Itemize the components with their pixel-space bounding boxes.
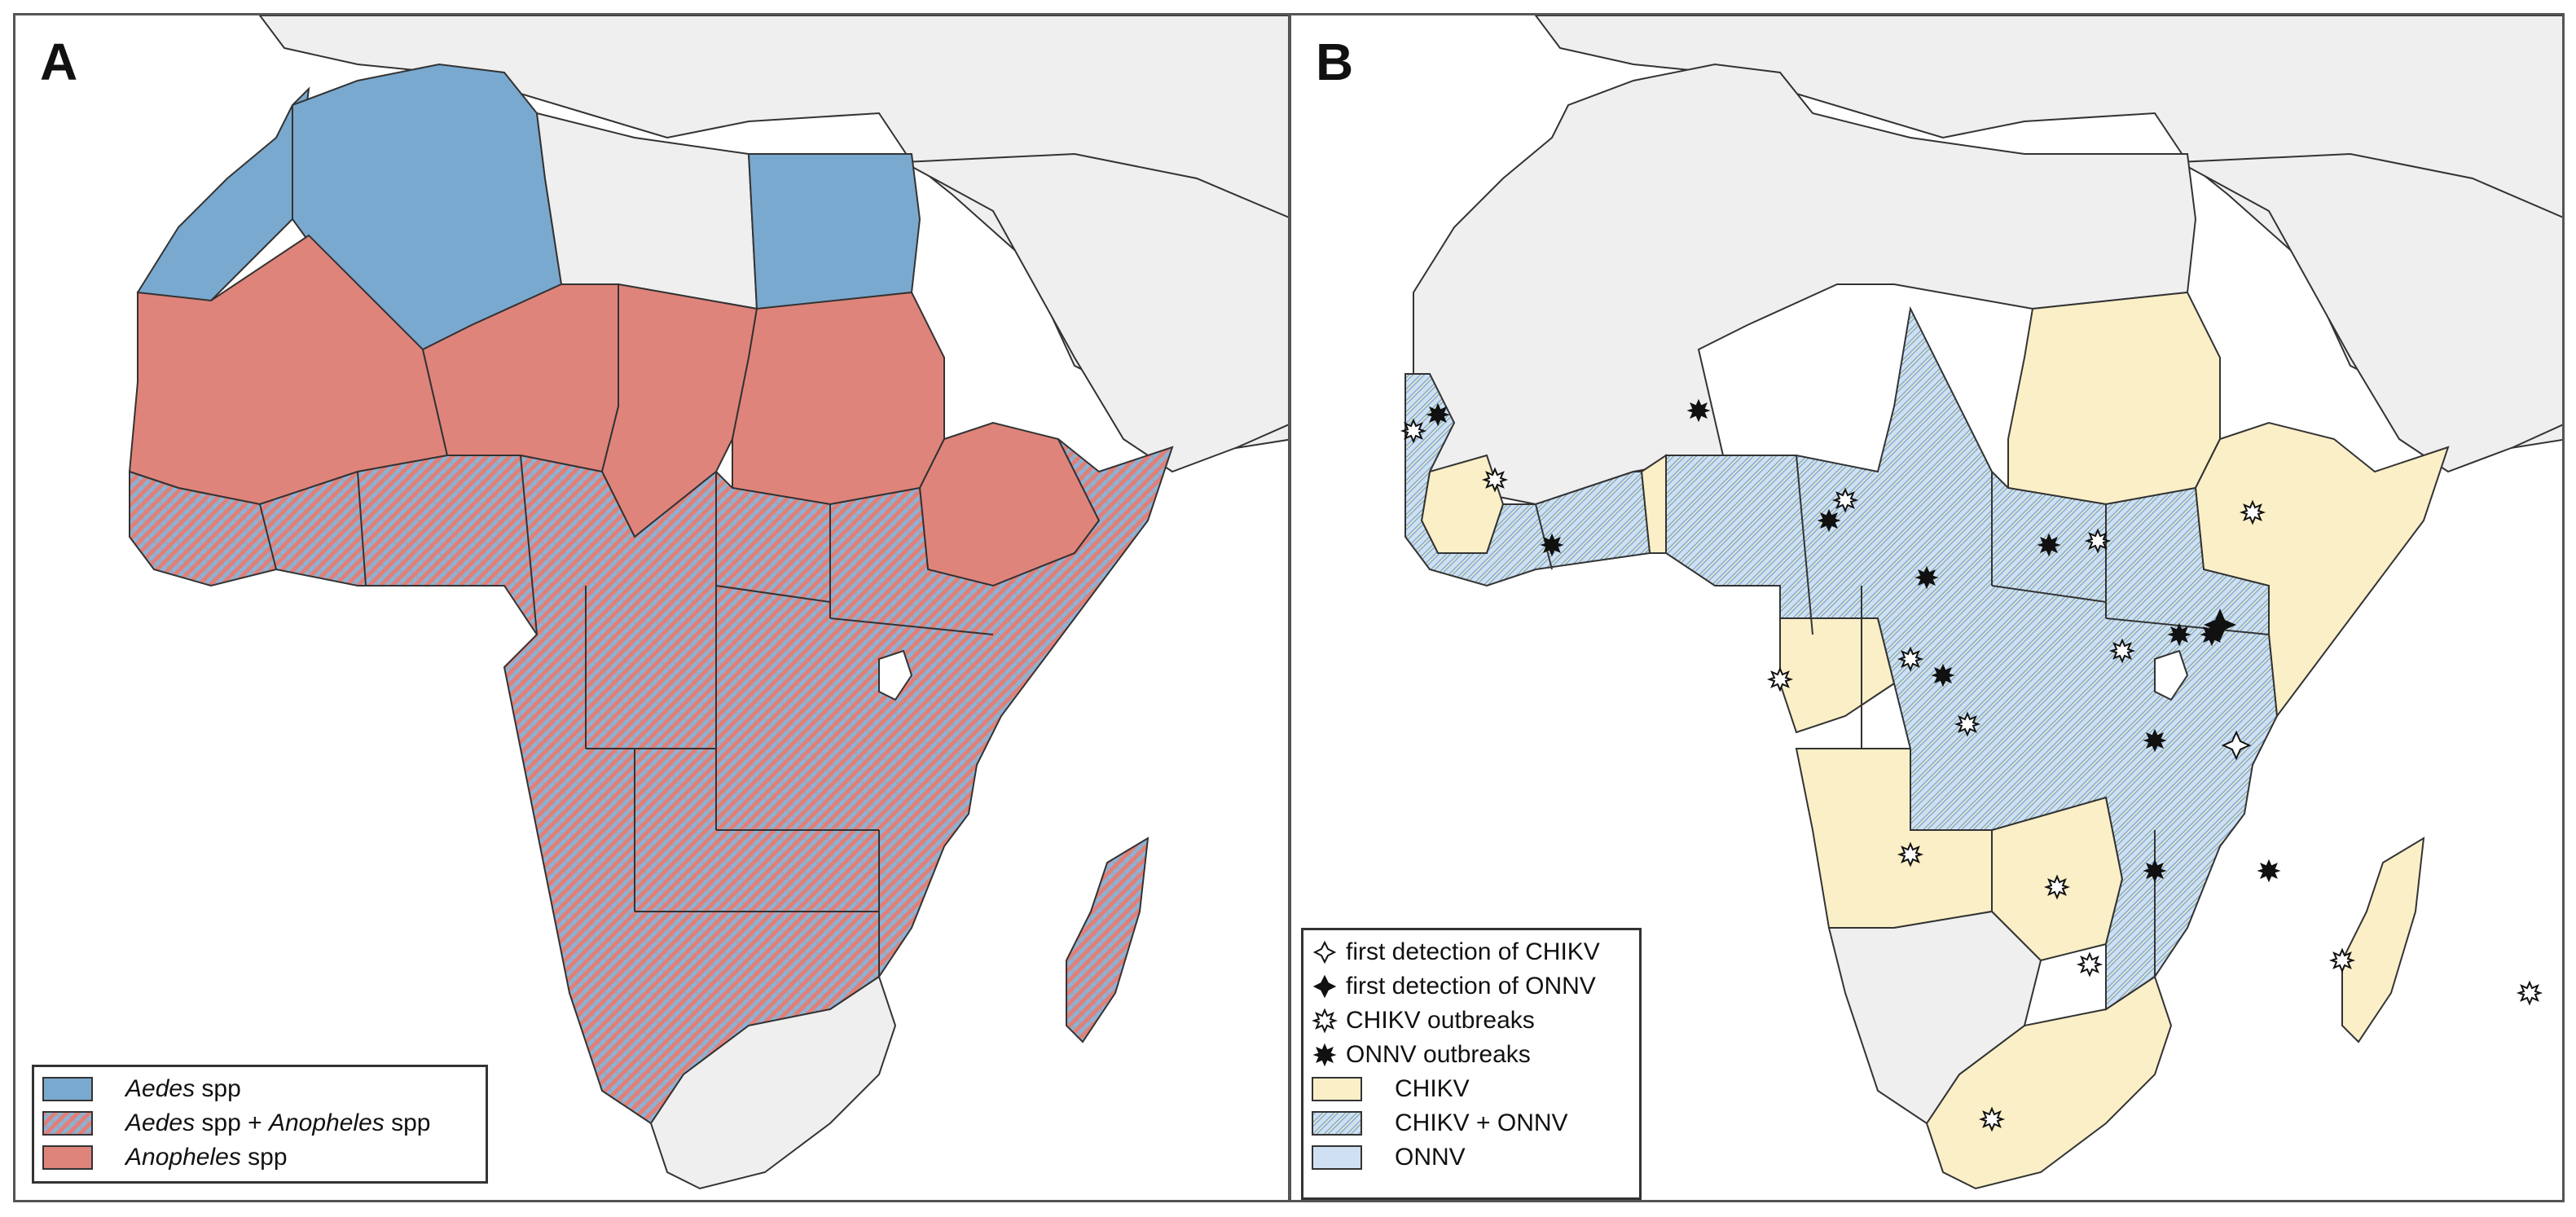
open-burst-icon bbox=[1312, 1008, 1338, 1034]
legend-b-text-first-onnv: first detection of ONNV bbox=[1346, 973, 1596, 1000]
legend-b-row-chikv: CHIKV bbox=[1312, 1072, 1631, 1106]
region-sudan bbox=[732, 291, 945, 506]
legend-b-row-onnv: ONNV bbox=[1312, 1140, 1631, 1175]
first-detection-chikv-marker bbox=[2221, 730, 2252, 761]
legend-b-row-first-onnv: first detection of ONNV bbox=[1312, 969, 1631, 1004]
region-chikv-onnv-central-b bbox=[1665, 305, 2279, 1011]
panel-b-label: B bbox=[1316, 33, 1354, 91]
legend-b-text-chikv: CHIKV bbox=[1395, 1075, 1470, 1102]
legend-a-row-both: Aedes spp + Anopheles spp bbox=[42, 1106, 477, 1140]
first-detection-onnv-marker bbox=[2204, 608, 2236, 641]
legend-b-row-first-chikv: first detection of CHIKV bbox=[1312, 935, 1631, 969]
legend-a-row-anopheles: Anopheles spp bbox=[42, 1140, 477, 1175]
panel-b: B first detection of CHIKV first detecti… bbox=[1289, 13, 2565, 1202]
region-madagascar bbox=[1066, 837, 1150, 1043]
legend-swatch-chikv bbox=[1312, 1077, 1362, 1101]
map-a bbox=[15, 15, 1288, 1200]
legend-a: Aedes spp Aedes spp + Anopheles spp Anop… bbox=[32, 1065, 488, 1184]
legend-b-row-chikv-onnv: CHIKV + ONNV bbox=[1312, 1106, 1631, 1140]
region-south-africa bbox=[649, 975, 897, 1190]
internal-borders bbox=[259, 455, 994, 977]
panel-a-label: A bbox=[40, 33, 78, 91]
legend-b-text-onnv-outbreaks: ONNV outbreaks bbox=[1346, 1041, 1531, 1068]
legend-swatch-anopheles bbox=[42, 1145, 93, 1170]
filled-four-point-star-icon bbox=[1312, 974, 1337, 999]
region-madagascar-b bbox=[2341, 837, 2425, 1043]
region-chikv-onnv-west-b bbox=[1404, 373, 1651, 587]
internal-borders-b bbox=[1535, 455, 2270, 977]
legend-b-row-chikv-outbreaks: CHIKV outbreaks bbox=[1312, 1004, 1631, 1038]
legend-swatch-chikv-onnv bbox=[1312, 1111, 1362, 1136]
legend-swatch-aedes bbox=[42, 1077, 93, 1101]
legend-b: first detection of CHIKV first detection… bbox=[1301, 928, 1642, 1200]
legend-b-row-onnv-outbreaks: ONNV outbreaks bbox=[1312, 1038, 1631, 1072]
legend-swatch-onnv bbox=[1312, 1145, 1362, 1170]
lake-victoria bbox=[878, 649, 913, 701]
arabia-background-b bbox=[2176, 152, 2562, 473]
filled-burst-icon bbox=[1312, 1043, 1337, 1067]
arabia-background bbox=[900, 152, 1288, 473]
legend-a-row-aedes: Aedes spp bbox=[42, 1072, 477, 1106]
region-namibia-botswana-b bbox=[1827, 910, 2042, 1125]
legend-a-text-aedes: Aedes spp bbox=[125, 1075, 241, 1102]
legend-a-text-both: Aedes spp + Anopheles spp bbox=[125, 1109, 431, 1136]
legend-swatch-both bbox=[42, 1111, 93, 1136]
region-egypt bbox=[747, 153, 921, 310]
legend-b-text-first-chikv: first detection of CHIKV bbox=[1346, 938, 1600, 965]
legend-b-text-onnv: ONNV bbox=[1395, 1144, 1466, 1171]
open-four-point-star-icon bbox=[1312, 940, 1337, 964]
region-sudan-b bbox=[2007, 291, 2221, 506]
panel-a: A Aedes spp Aedes spp + Anopheles spp An… bbox=[13, 13, 1290, 1202]
legend-b-text-chikv-onnv: CHIKV + ONNV bbox=[1395, 1109, 1568, 1136]
legend-b-text-chikv-outbreaks: CHIKV outbreaks bbox=[1346, 1007, 1535, 1034]
lake-victoria-b bbox=[2154, 649, 2189, 701]
map-b bbox=[1291, 15, 2562, 1200]
legend-a-text-anopheles: Anopheles spp bbox=[125, 1144, 288, 1171]
region-subsaharan-hatched bbox=[129, 438, 1174, 1125]
